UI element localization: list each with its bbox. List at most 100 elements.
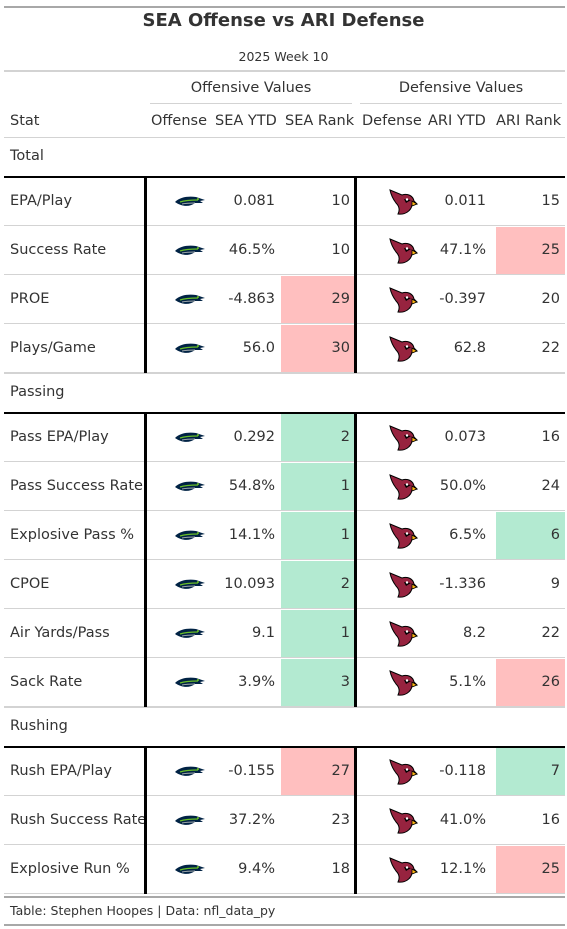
spanner-defensive-line — [360, 103, 562, 104]
stat-label: EPA/Play — [10, 193, 73, 209]
sea-ytd-value: 10.093 — [224, 576, 275, 592]
sea-ytd-value: -4.863 — [228, 291, 275, 307]
spanner-offensive-line — [150, 103, 352, 104]
cardinals-logo-icon — [389, 572, 418, 598]
ari-rank-shade — [496, 512, 565, 560]
sea-rank-shade — [281, 276, 354, 324]
sea-rank-shade — [281, 659, 354, 707]
ari-ytd-value: 5.1% — [449, 674, 486, 690]
ari-ytd-value: 6.5% — [449, 527, 486, 543]
spanner-defensive-values: Defensive Values — [398, 80, 524, 96]
cardinals-logo-icon — [389, 621, 418, 647]
seahawks-logo-icon — [175, 815, 205, 825]
stat-label: Sack Rate — [10, 674, 83, 690]
ari-rank-value: 16 — [541, 812, 560, 828]
sea-rank-value: 2 — [340, 576, 350, 592]
ari-ytd-value: 0.073 — [444, 429, 486, 445]
top-border — [4, 6, 565, 8]
sea-rank-value: 1 — [340, 478, 350, 494]
cardinals-logo-icon — [389, 670, 418, 696]
ari-rank-value: 26 — [541, 674, 560, 690]
row-border — [4, 225, 565, 226]
col-header-stat: Stat — [10, 113, 40, 129]
sea-rank-value: 10 — [331, 193, 350, 209]
sea-rank-shade — [281, 414, 354, 462]
seahawks-logo-icon — [175, 766, 205, 776]
col-header-sea-rank: SEA Rank — [285, 113, 355, 129]
row-border — [4, 608, 565, 609]
group-rule — [4, 746, 565, 748]
stat-label: CPOE — [10, 576, 50, 592]
cardinals-logo-icon — [389, 523, 418, 549]
sea-rank-shade — [281, 561, 354, 609]
cardinals-logo-icon — [389, 336, 418, 362]
stat-label: Pass EPA/Play — [10, 429, 109, 445]
ari-ytd-value: 12.1% — [439, 861, 486, 877]
ari-rank-value: 6 — [550, 527, 560, 543]
ari-rank-value: 22 — [541, 625, 560, 641]
footer-border — [4, 896, 565, 898]
group-border — [4, 137, 565, 138]
ari-ytd-value: 62.8 — [453, 340, 486, 356]
ari-rank-value: 9 — [550, 576, 560, 592]
defense-divider — [354, 413, 357, 707]
sea-ytd-value: 54.8% — [228, 478, 275, 494]
sea-rank-value: 1 — [340, 527, 350, 543]
stat-label: PROE — [10, 291, 50, 307]
sea-rank-value: 3 — [340, 674, 350, 690]
sea-rank-value: 18 — [331, 861, 350, 877]
seahawks-logo-icon — [175, 481, 205, 491]
sea-rank-shade — [281, 512, 354, 560]
ari-ytd-value: 47.1% — [439, 242, 486, 258]
cardinals-logo-icon — [389, 759, 418, 785]
header-border — [4, 70, 565, 72]
ari-ytd-value: -1.336 — [439, 576, 486, 592]
sea-rank-value: 23 — [331, 812, 350, 828]
sea-ytd-value: 56.0 — [242, 340, 275, 356]
group-label: Passing — [10, 384, 65, 400]
ari-rank-value: 20 — [541, 291, 560, 307]
sea-rank-shade — [281, 748, 354, 796]
row-border — [4, 461, 565, 462]
ari-rank-value: 25 — [541, 242, 560, 258]
group-border — [4, 373, 565, 374]
ari-rank-shade — [496, 227, 565, 275]
sea-ytd-value: 46.5% — [228, 242, 275, 258]
ari-rank-shade — [496, 659, 565, 707]
sea-ytd-value: 37.2% — [228, 812, 275, 828]
table-subtitle: 2025 Week 10 — [238, 49, 329, 64]
seahawks-logo-icon — [175, 864, 205, 874]
sea-ytd-value: 9.1 — [251, 625, 275, 641]
cardinals-logo-icon — [389, 474, 418, 500]
cardinals-logo-icon — [389, 238, 418, 264]
ari-ytd-value: 0.011 — [444, 193, 486, 209]
sea-ytd-value: 9.4% — [238, 861, 275, 877]
group-end-border — [4, 893, 565, 894]
stat-label: Explosive Pass % — [10, 527, 135, 543]
row-border — [4, 323, 565, 324]
sea-ytd-value: 14.1% — [228, 527, 275, 543]
row-border — [4, 795, 565, 796]
sea-rank-shade — [281, 325, 354, 373]
sea-rank-value: 27 — [331, 763, 350, 779]
group-label: Total — [10, 148, 44, 164]
ari-rank-value: 22 — [541, 340, 560, 356]
stat-label: Success Rate — [10, 242, 107, 258]
seahawks-logo-icon — [175, 245, 205, 255]
offense-divider — [144, 177, 147, 373]
cardinals-logo-icon — [389, 189, 418, 215]
ari-rank-value: 24 — [541, 478, 560, 494]
ari-ytd-value: 8.2 — [462, 625, 486, 641]
seahawks-logo-icon — [175, 677, 205, 687]
col-header-ari-ytd: ARI YTD — [428, 113, 486, 129]
seahawks-logo-icon — [175, 343, 205, 353]
group-rule — [4, 176, 565, 178]
table-title: SEA Offense vs ARI Defense — [142, 10, 425, 31]
bottom-border — [4, 924, 565, 926]
source-note: Table: Stephen Hoopes | Data: nfl_data_p… — [10, 903, 276, 918]
cardinals-logo-icon — [389, 857, 418, 883]
cardinals-logo-icon — [389, 808, 418, 834]
sea-rank-value: 29 — [331, 291, 350, 307]
stat-label: Plays/Game — [10, 340, 96, 356]
